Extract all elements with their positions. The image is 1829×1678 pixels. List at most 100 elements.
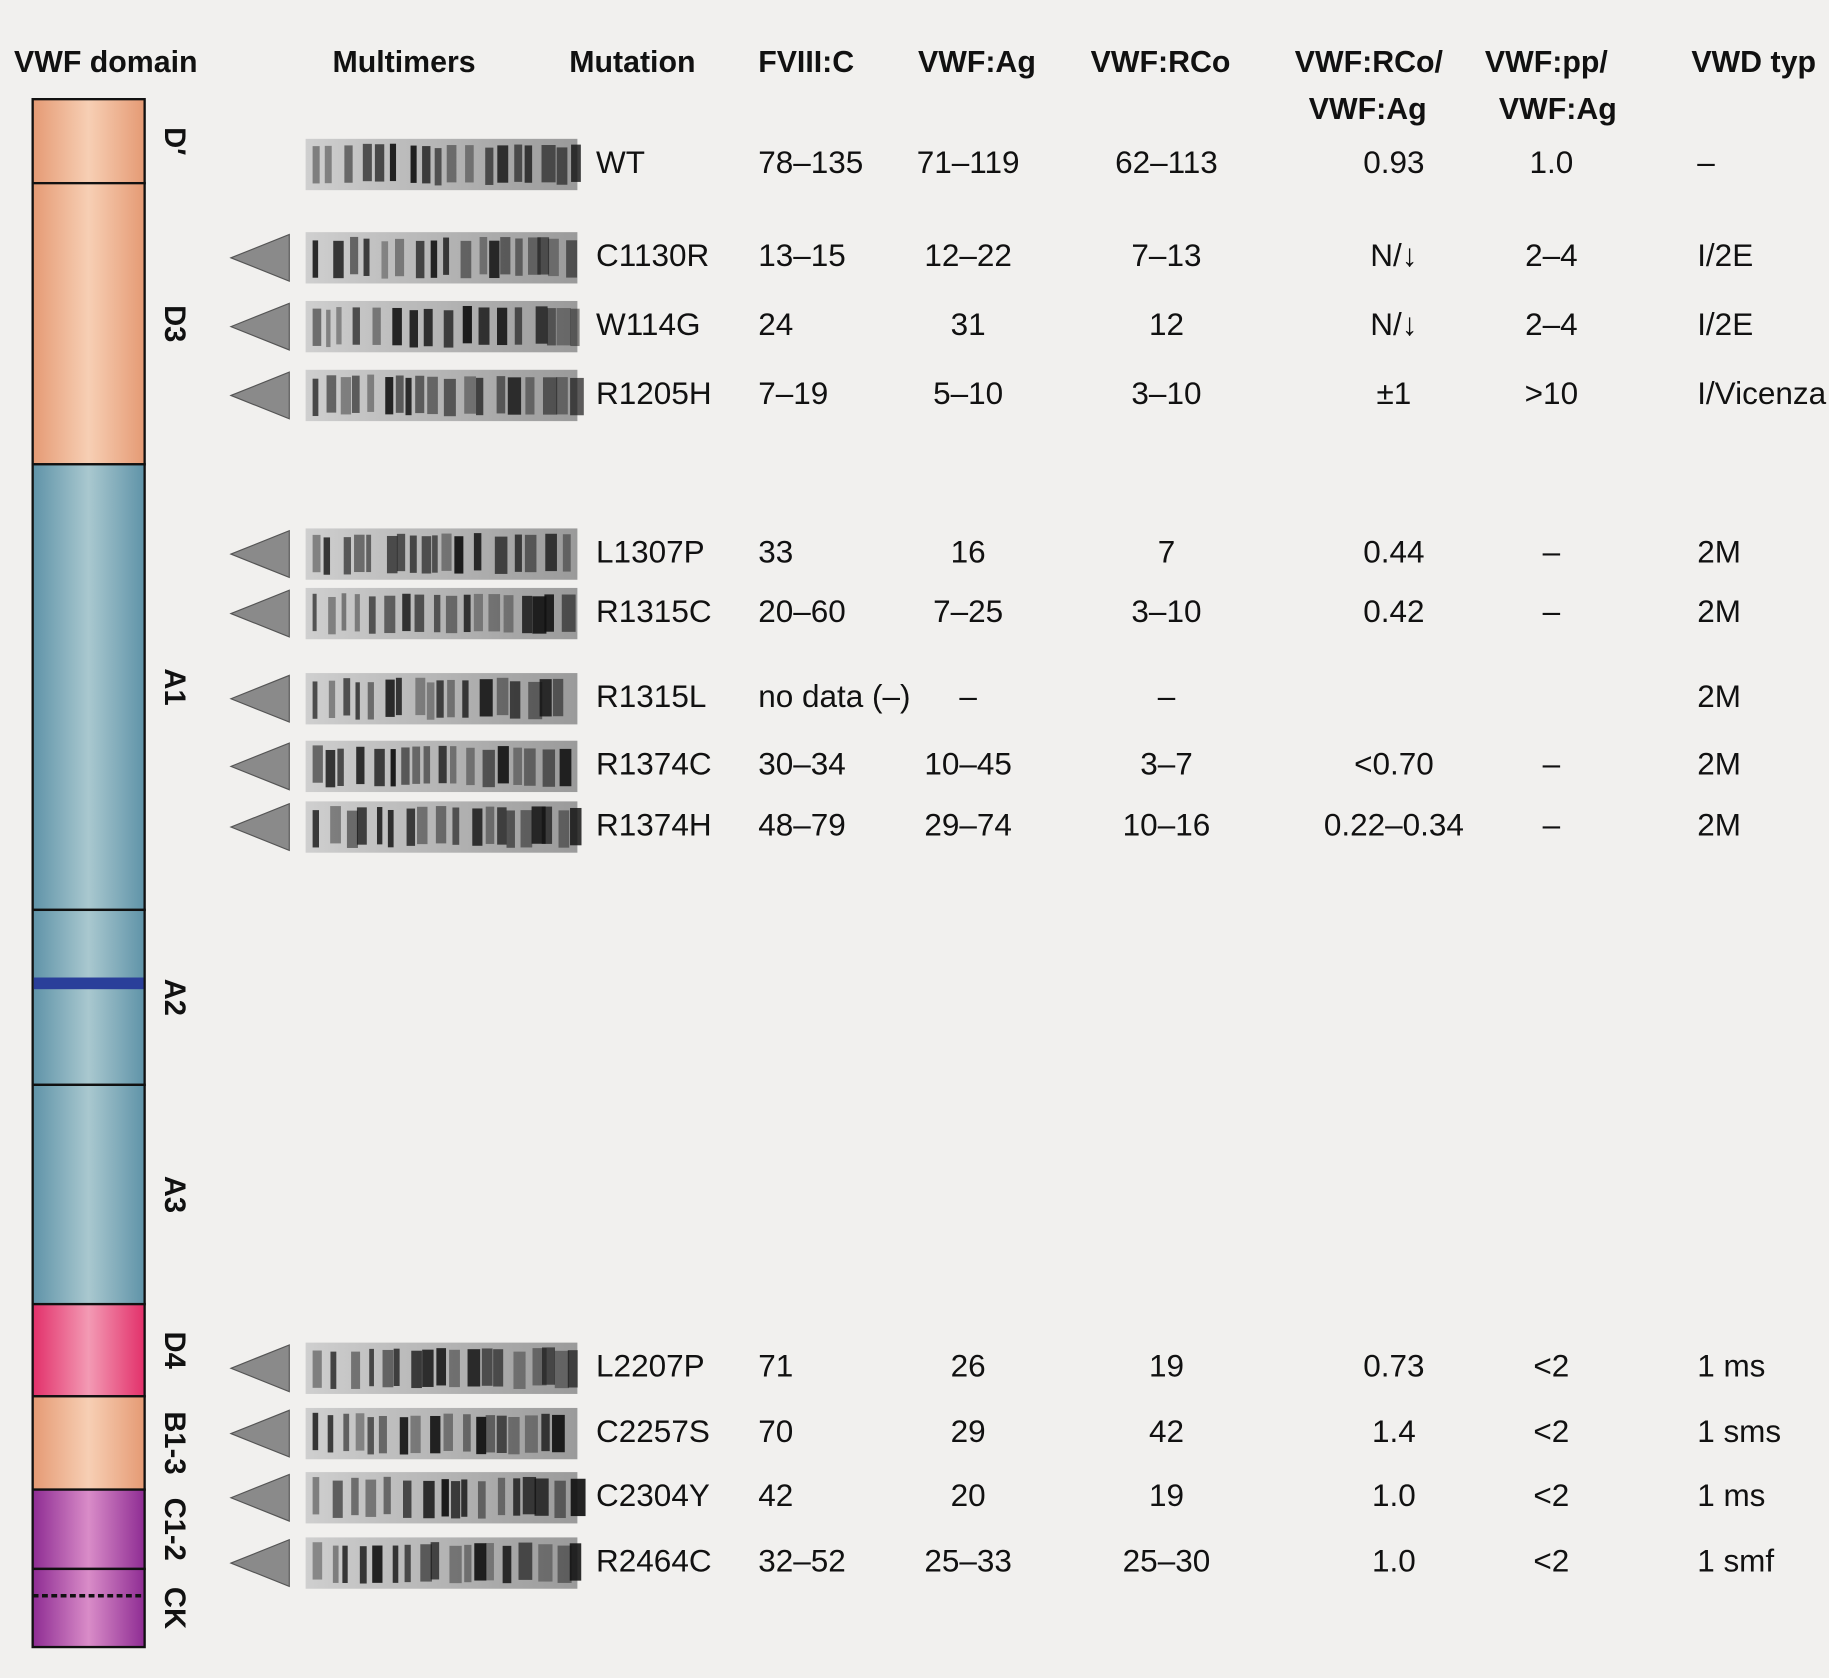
gel-band [409, 310, 418, 348]
gel-band [362, 143, 372, 182]
cell-rco-ag: <0.70 [1354, 746, 1434, 782]
gel-band [552, 678, 564, 717]
gel-band [386, 535, 398, 574]
gel-band [481, 1348, 493, 1386]
gel-band [402, 1480, 412, 1518]
cell-pp-ag: – [1543, 746, 1561, 782]
gel-band [559, 748, 572, 787]
gel-band [497, 145, 509, 183]
gel-band [412, 746, 421, 784]
gel-band [478, 307, 490, 345]
domain-label: A3 [158, 1176, 190, 1213]
cell-fviii-c: 42 [758, 1477, 793, 1513]
gel-band [396, 533, 406, 572]
gel-band [570, 1478, 586, 1517]
cell-vwd-type: 2M [1697, 533, 1741, 569]
gel-band [562, 534, 571, 572]
gel-band [479, 236, 488, 275]
multimer-lane [305, 528, 578, 580]
gel-band [312, 1412, 319, 1451]
gel-band [443, 237, 450, 275]
gel-band [485, 806, 495, 844]
gel-band [383, 1476, 391, 1515]
gel-band [485, 1415, 496, 1453]
cell-rco-ag: 1.0 [1372, 1542, 1416, 1578]
gel-band [385, 679, 395, 717]
cell-pp-ag: 2–4 [1525, 237, 1578, 273]
gel-band [367, 374, 375, 412]
cell-mutation: L1307P [596, 533, 705, 569]
gel-band [494, 536, 508, 574]
cell-vwf-ag: 7–25 [933, 593, 1003, 629]
multimer-lane [305, 1537, 582, 1589]
gel-band [524, 145, 533, 183]
gel-band [325, 749, 336, 788]
gel-band [343, 537, 351, 575]
cell-fviii-c: 33 [758, 533, 793, 569]
gel-band [451, 1481, 461, 1519]
cell-vwf-ag: 5–10 [933, 375, 1003, 411]
gel-band [430, 1415, 441, 1454]
cell-vwd-type: 1 smf [1697, 1542, 1774, 1578]
gel-band [544, 594, 554, 632]
gel-band [446, 145, 457, 183]
gel-band [337, 748, 344, 787]
gel-band [393, 1348, 400, 1386]
cell-vwf-ag: 12–22 [924, 237, 1012, 273]
gel-band [382, 1349, 394, 1388]
gel-band [312, 1542, 323, 1580]
cell-rco-ag: 0.42 [1363, 593, 1424, 629]
gel-band [330, 1351, 337, 1389]
cell-vwd-type: 1 ms [1697, 1348, 1765, 1384]
domain-label: D4 [158, 1332, 190, 1370]
domain-label: D′ [158, 127, 190, 155]
gel-band [477, 1481, 486, 1519]
domain-segment [31, 1567, 146, 1649]
cell-fviii-c: 20–60 [758, 593, 846, 629]
gel-band [355, 682, 360, 720]
multimer-lane [305, 138, 581, 191]
column-header: VWF:Ag [1499, 93, 1617, 126]
gel-band [556, 308, 571, 346]
gel-band [415, 375, 425, 414]
gel-band [427, 376, 438, 415]
cell-vwf-rco: 19 [1149, 1477, 1184, 1513]
gel-band [542, 1347, 556, 1385]
gel-background [305, 300, 578, 353]
gel-band [542, 377, 558, 415]
cell-rco-ag: 1.0 [1372, 1477, 1416, 1513]
column-header: Multimers [332, 46, 475, 79]
domain-label: D3 [158, 305, 190, 342]
gel-band [367, 682, 374, 720]
cell-vwd-type: 2M [1697, 806, 1741, 842]
gel-band [570, 807, 582, 846]
gel-band [503, 595, 514, 633]
gel-band [356, 807, 367, 845]
multimer-lane [305, 1407, 578, 1460]
domain-segment [31, 1302, 146, 1398]
gel-band [520, 810, 533, 848]
gel-band [420, 1544, 432, 1582]
gel-band [356, 746, 365, 785]
gel-band [496, 1415, 507, 1453]
gel-band [435, 806, 447, 844]
gel-band [452, 807, 460, 845]
cell-vwf-rco: 3–10 [1131, 375, 1201, 411]
cell-vwd-type: – [1697, 144, 1715, 180]
gel-band [340, 377, 352, 415]
gel-band [394, 238, 405, 277]
gel-band [497, 807, 507, 845]
gel-band [433, 594, 441, 633]
gel-band [464, 1544, 472, 1583]
gel-band [535, 306, 548, 344]
gel-band [312, 681, 318, 719]
cell-mutation: R1374H [596, 806, 712, 842]
gel-band [450, 746, 457, 784]
gel-band [482, 749, 495, 788]
domain-label: C1-2 [158, 1498, 190, 1561]
gel-band [336, 307, 342, 345]
gel-band [538, 1544, 553, 1582]
cell-pp-ag: >10 [1525, 375, 1578, 411]
gel-band [514, 144, 523, 182]
gel-band [406, 808, 416, 846]
